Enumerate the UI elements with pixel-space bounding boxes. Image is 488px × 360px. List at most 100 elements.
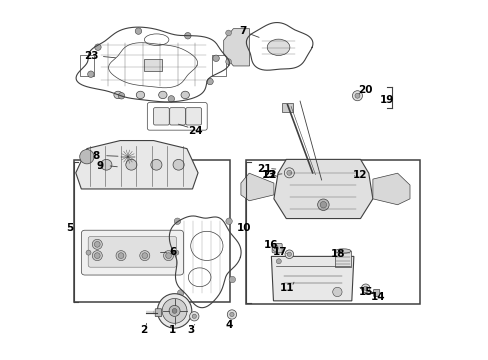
Circle shape: [123, 152, 132, 161]
Text: 14: 14: [370, 292, 385, 302]
Ellipse shape: [181, 91, 189, 99]
Circle shape: [192, 314, 196, 319]
Text: 2: 2: [140, 325, 147, 335]
Ellipse shape: [114, 91, 122, 99]
Circle shape: [225, 59, 231, 64]
Polygon shape: [241, 173, 273, 201]
Ellipse shape: [173, 159, 184, 170]
Circle shape: [120, 149, 136, 165]
FancyBboxPatch shape: [155, 309, 162, 317]
Circle shape: [94, 242, 100, 247]
Bar: [246, 160, 419, 304]
Text: 4: 4: [225, 320, 233, 330]
Circle shape: [276, 259, 281, 264]
Circle shape: [140, 251, 149, 261]
Text: 7: 7: [239, 26, 246, 36]
Text: 1: 1: [169, 325, 176, 335]
Circle shape: [361, 284, 369, 293]
Bar: [144, 59, 162, 71]
Circle shape: [119, 162, 129, 172]
Circle shape: [352, 91, 362, 101]
Circle shape: [177, 290, 183, 296]
Circle shape: [320, 202, 326, 208]
Circle shape: [86, 250, 91, 255]
FancyBboxPatch shape: [169, 108, 185, 125]
Text: 3: 3: [187, 325, 195, 335]
Bar: [282, 103, 292, 112]
Circle shape: [225, 30, 231, 36]
Polygon shape: [273, 159, 372, 219]
Text: 6: 6: [169, 247, 177, 257]
Text: 13: 13: [261, 170, 276, 180]
Text: 24: 24: [187, 126, 202, 135]
Circle shape: [317, 199, 328, 211]
Circle shape: [172, 309, 177, 313]
Circle shape: [163, 251, 173, 261]
Ellipse shape: [125, 159, 137, 170]
Circle shape: [189, 312, 199, 321]
Polygon shape: [271, 256, 353, 301]
Circle shape: [92, 239, 102, 249]
Text: 12: 12: [352, 170, 366, 180]
Circle shape: [332, 287, 341, 297]
Ellipse shape: [267, 39, 289, 55]
Text: 8: 8: [92, 150, 99, 161]
Ellipse shape: [272, 245, 278, 251]
Circle shape: [169, 305, 180, 316]
Circle shape: [174, 250, 179, 255]
Bar: [335, 251, 350, 267]
Circle shape: [286, 170, 291, 175]
FancyBboxPatch shape: [185, 108, 201, 125]
Circle shape: [354, 93, 359, 98]
Circle shape: [174, 218, 180, 225]
Text: 23: 23: [83, 51, 98, 61]
Ellipse shape: [136, 91, 144, 99]
Polygon shape: [76, 140, 198, 189]
Text: 22: 22: [262, 170, 276, 180]
Bar: [212, 55, 226, 76]
Circle shape: [168, 96, 174, 102]
Circle shape: [212, 55, 219, 62]
Ellipse shape: [150, 159, 162, 170]
Polygon shape: [223, 29, 249, 66]
Bar: [80, 55, 93, 76]
FancyBboxPatch shape: [271, 243, 282, 253]
Text: 18: 18: [330, 248, 344, 258]
Circle shape: [118, 253, 123, 258]
Circle shape: [206, 78, 213, 85]
Circle shape: [87, 71, 94, 77]
Circle shape: [284, 168, 294, 178]
Circle shape: [285, 250, 293, 258]
Polygon shape: [372, 173, 409, 205]
Circle shape: [162, 298, 186, 323]
Text: 16: 16: [264, 240, 278, 250]
Circle shape: [157, 294, 191, 328]
Circle shape: [228, 276, 235, 283]
Circle shape: [92, 251, 102, 261]
Circle shape: [122, 165, 126, 170]
Circle shape: [184, 32, 191, 39]
Text: 17: 17: [272, 247, 287, 257]
Text: 21: 21: [257, 163, 271, 174]
Circle shape: [225, 218, 232, 225]
Circle shape: [229, 312, 234, 317]
Ellipse shape: [101, 159, 112, 170]
Ellipse shape: [335, 249, 350, 253]
Text: 20: 20: [358, 85, 372, 95]
Text: 19: 19: [379, 95, 394, 105]
Circle shape: [343, 259, 348, 264]
Text: 15: 15: [358, 287, 372, 297]
FancyBboxPatch shape: [81, 230, 183, 275]
Circle shape: [286, 252, 291, 256]
Text: 5: 5: [66, 224, 73, 233]
Circle shape: [80, 149, 94, 164]
Text: 11: 11: [280, 283, 294, 293]
Circle shape: [142, 253, 147, 258]
FancyBboxPatch shape: [88, 237, 176, 267]
Circle shape: [94, 253, 100, 258]
Circle shape: [118, 93, 124, 99]
Bar: [74, 160, 230, 302]
Circle shape: [363, 286, 367, 291]
Circle shape: [116, 251, 126, 261]
Circle shape: [227, 310, 236, 319]
